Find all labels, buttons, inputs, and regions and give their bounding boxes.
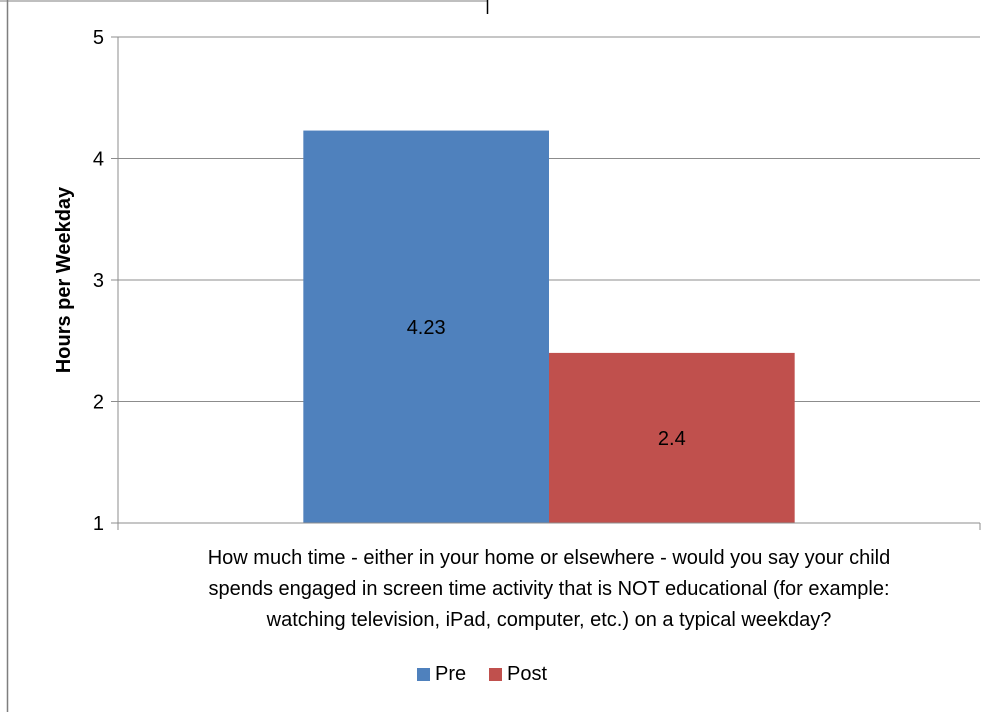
axes: 1 2 3 4 5: [93, 27, 981, 535]
bars: 4.23 2.4: [303, 130, 795, 523]
legend-label-pre: Pre: [435, 663, 466, 685]
data-label-pre: 4.23: [407, 317, 446, 339]
y-tick-label: 4: [93, 149, 104, 171]
data-label-post: 2.4: [658, 428, 686, 450]
y-axis-title: Hours per Weekday: [53, 186, 75, 373]
y-tick-label: 3: [93, 270, 104, 292]
bar-pre: [303, 130, 549, 523]
category-label-line: watching television, iPad, computer, etc…: [266, 609, 832, 631]
legend-swatch-pre: [417, 668, 430, 681]
category-label: How much time - either in your home or e…: [208, 547, 891, 631]
legend-label-post: Post: [507, 663, 547, 685]
legend: Pre Post: [417, 663, 547, 685]
bar-post: [549, 352, 795, 523]
legend-swatch-post: [489, 668, 502, 681]
category-label-line: spends engaged in screen time activity t…: [208, 578, 889, 600]
y-tick-label: 1: [93, 513, 104, 535]
y-tick-label: 5: [93, 27, 104, 49]
y-tick-label: 2: [93, 392, 104, 414]
category-label-line: How much time - either in your home or e…: [208, 547, 891, 569]
